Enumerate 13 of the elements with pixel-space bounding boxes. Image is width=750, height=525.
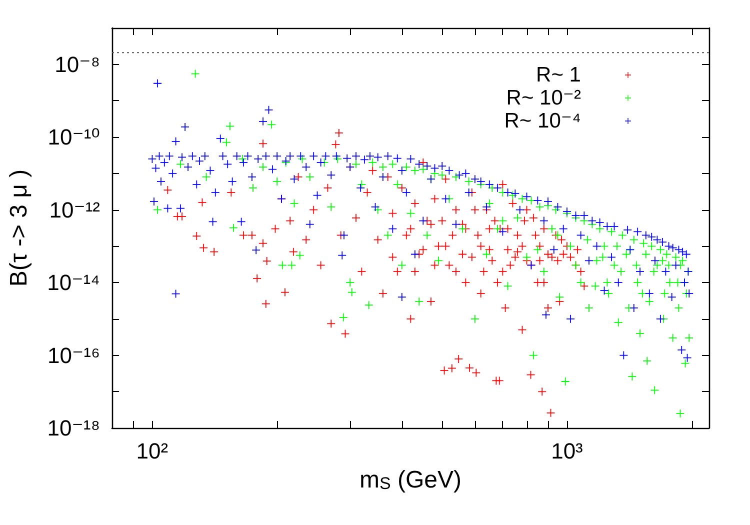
y-axis-title: B(τ -> 3 μ ) — [6, 169, 32, 287]
legend-label: R~ 1 — [536, 64, 581, 86]
x-axis-title: mS (GeV) — [359, 466, 462, 494]
x-tick-label: 10³ — [551, 438, 583, 464]
y-tick-label: 10⁻¹⁴ — [47, 270, 100, 296]
y-tick-label: 10⁻¹⁶ — [48, 342, 100, 368]
y-tick-label: 10⁻¹⁰ — [48, 124, 100, 150]
y-tick-label: 10⁻⁸ — [54, 52, 100, 77]
legend-label: R~ 10⁻² — [506, 86, 582, 110]
x-tick-label: 10² — [136, 438, 168, 464]
legend-label: R~ 10⁻⁴ — [504, 110, 581, 132]
y-tick-label: 10⁻¹⁸ — [47, 416, 100, 440]
y-tick-label: 10⁻¹² — [49, 197, 100, 222]
